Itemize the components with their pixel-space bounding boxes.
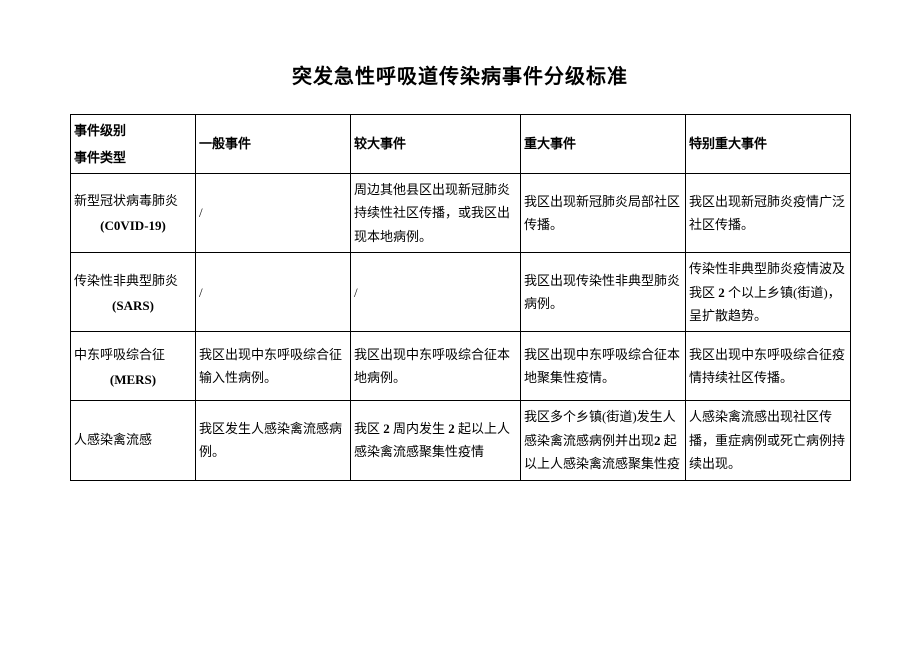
disease-name-en: (MERS) (74, 368, 192, 391)
data-cell: / (351, 253, 521, 332)
disease-name-cn: 人感染禽流感 (74, 427, 192, 453)
data-cell: 我区发生人感染禽流感病例。 (196, 401, 351, 480)
header-event-type: 事件类型 (74, 146, 192, 169)
disease-name-en: (C0VID-19) (74, 214, 192, 237)
data-cell: / (196, 253, 351, 332)
data-cell: 人感染禽流感出现社区传播，重症病例或死亡病例持续出现。 (686, 401, 851, 480)
table-header-row: 事件级别 事件类型 一般事件 较大事件 重大事件 特别重大事件 (71, 115, 851, 174)
header-diagonal-cell: 事件级别 事件类型 (71, 115, 196, 174)
data-cell: 我区 2 周内发生 2 起以上人感染禽流感聚集性疫情 (351, 401, 521, 480)
disease-name-cell: 新型冠状病毒肺炎 (C0VID-19) (71, 174, 196, 253)
data-cell: 我区出现传染性非典型肺炎病例。 (521, 253, 686, 332)
data-cell: 我区出现中东呼吸综合征本地病例。 (351, 332, 521, 401)
disease-name-cn: 中东呼吸综合征 (74, 342, 192, 368)
table-row: 新型冠状病毒肺炎 (C0VID-19) / 周边其他县区出现新冠肺炎持续性社区传… (71, 174, 851, 253)
disease-name-cn: 传染性非典型肺炎 (74, 268, 192, 294)
bold-number: 2 (383, 421, 390, 436)
disease-name-en: (SARS) (74, 294, 192, 317)
data-cell: 我区出现中东呼吸综合征疫情持续社区传播。 (686, 332, 851, 401)
header-level-3: 特别重大事件 (686, 115, 851, 174)
data-cell: 我区多个乡镇(街道)发生人感染禽流感病例并出现2 起以上人感染禽流感聚集性疫 (521, 401, 686, 480)
data-cell: 我区出现中东呼吸综合征输入性病例。 (196, 332, 351, 401)
table-row: 人感染禽流感 我区发生人感染禽流感病例。 我区 2 周内发生 2 起以上人感染禽… (71, 401, 851, 480)
disease-name-cell: 中东呼吸综合征 (MERS) (71, 332, 196, 401)
header-level-1: 较大事件 (351, 115, 521, 174)
classification-table: 事件级别 事件类型 一般事件 较大事件 重大事件 特别重大事件 新型冠状病毒肺炎… (70, 114, 851, 481)
document-title: 突发急性呼吸道传染病事件分级标准 (70, 60, 850, 89)
data-cell: 传染性非典型肺炎疫情波及我区 2 个以上乡镇(街道)，呈扩散趋势。 (686, 253, 851, 332)
bold-number: 2 (718, 285, 725, 300)
document-page: 突发急性呼吸道传染病事件分级标准 事件级别 事件类型 一般事件 较大事件 重大事… (0, 0, 920, 521)
disease-name-cell: 传染性非典型肺炎 (SARS) (71, 253, 196, 332)
header-level-0: 一般事件 (196, 115, 351, 174)
bold-number: 2 (448, 421, 455, 436)
bold-number: 2 (654, 433, 661, 448)
header-level-2: 重大事件 (521, 115, 686, 174)
disease-name-cell: 人感染禽流感 (71, 401, 196, 480)
table-row: 传染性非典型肺炎 (SARS) / / 我区出现传染性非典型肺炎病例。 传染性非… (71, 253, 851, 332)
data-cell: 周边其他县区出现新冠肺炎持续性社区传播，或我区出现本地病例。 (351, 174, 521, 253)
header-event-level: 事件级别 (74, 119, 192, 142)
data-cell: 我区出现新冠肺炎局部社区传播。 (521, 174, 686, 253)
data-cell: / (196, 174, 351, 253)
table-row: 中东呼吸综合征 (MERS) 我区出现中东呼吸综合征输入性病例。 我区出现中东呼… (71, 332, 851, 401)
data-cell: 我区出现中东呼吸综合征本地聚集性疫情。 (521, 332, 686, 401)
disease-name-cn: 新型冠状病毒肺炎 (74, 188, 192, 214)
data-cell: 我区出现新冠肺炎疫情广泛社区传播。 (686, 174, 851, 253)
